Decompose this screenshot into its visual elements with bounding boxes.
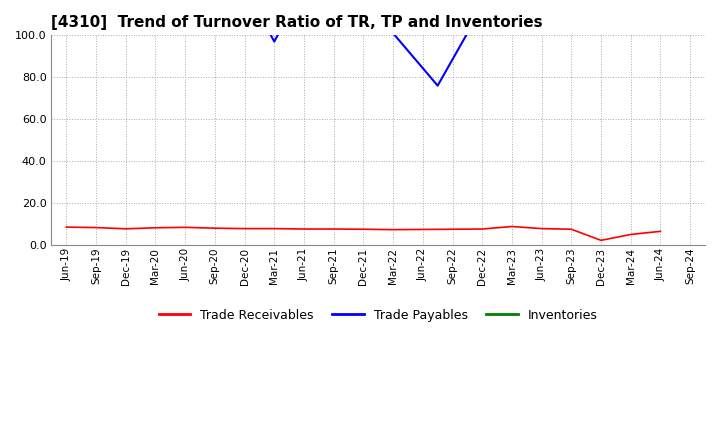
Text: [4310]  Trend of Turnover Ratio of TR, TP and Inventories: [4310] Trend of Turnover Ratio of TR, TP… [52, 15, 543, 30]
Legend: Trade Receivables, Trade Payables, Inventories: Trade Receivables, Trade Payables, Inven… [154, 304, 603, 327]
